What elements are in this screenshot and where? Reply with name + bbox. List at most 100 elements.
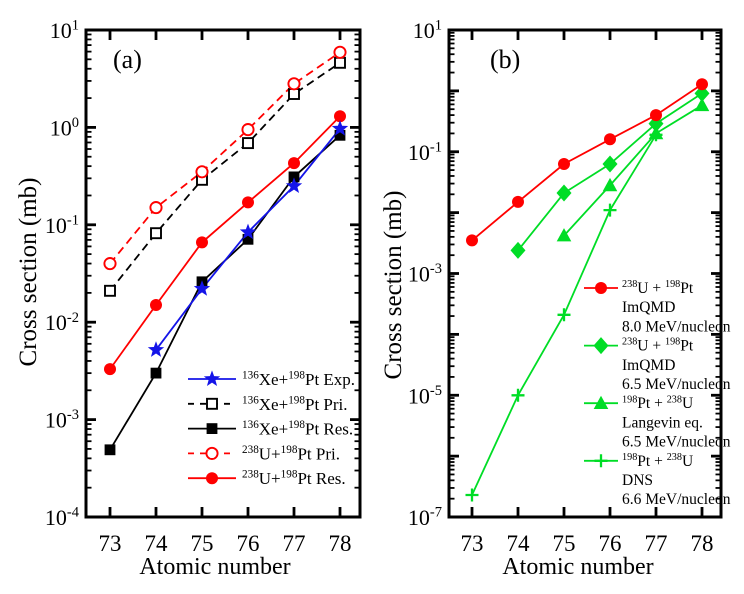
- u238-pt198-imqmd-6.5-marker: [694, 84, 710, 102]
- u238-pt198-imqmd-6.5-markers: [510, 84, 710, 259]
- u238-pt198-pri-marker: [241, 123, 255, 137]
- pt198-u238-langevin-marker: [602, 177, 618, 192]
- xe136-pt198-exp-marker: [193, 280, 211, 296]
- pt198-u238-langevin-line: [563, 104, 703, 237]
- u238-pt198-res-marker: [196, 236, 208, 249]
- u238-pt198-imqmd-8.0-line: [471, 83, 703, 242]
- panel-a-y-tick-label: 10-3: [45, 407, 79, 432]
- panel-b-xlabel: Atomic number: [502, 554, 653, 580]
- u238-pt198-imqmd-6.5-legend-label: 6.5 MeV/nucleon: [622, 376, 731, 393]
- xe136-pt198-pri-marker: [288, 88, 300, 100]
- u238-pt198-imqmd-8.0-marker: [558, 158, 570, 170]
- u238-pt198-imqmd-6.5-legend-label: ImQMD: [622, 357, 675, 374]
- xe136-pt198-pri-marker: [150, 227, 162, 240]
- xe136-pt198-res-legend-marker: [206, 423, 218, 434]
- u238-pt198-res-marker: [150, 299, 162, 311]
- panel-b-y-tick-label: 10-5: [408, 383, 442, 408]
- u238-pt198-imqmd-8.0-marker: [650, 109, 662, 122]
- pt198-u238-langevin-marker: [694, 97, 710, 112]
- panel-b-x-tick-label: 75: [553, 531, 576, 556]
- xe136-pt198-exp-marker: [331, 120, 349, 136]
- xe136-pt198-res-marker: [104, 444, 116, 456]
- pt198-u238-dns-marker: [465, 488, 479, 502]
- u238-pt198-pri-line: [109, 51, 341, 265]
- panel-b-y-tick-label: 10-1: [408, 139, 442, 164]
- u238-pt198-imqmd-8.0-legend-label: 238U + 198Pt: [622, 279, 694, 297]
- pt198-u238-langevin-marker: [648, 125, 664, 140]
- xe136-pt198-exp-legend-marker: [203, 370, 221, 386]
- panel-a-y-tick-label: 10-4: [45, 505, 80, 530]
- pt198-u238-dns-legend-marker: [594, 454, 608, 468]
- panel-b-x-tick-label: 73: [461, 531, 484, 556]
- u238-pt198-imqmd-8.0-legend-marker: [595, 282, 607, 294]
- u238-pt198-pri-markers: [103, 45, 347, 271]
- xe136-pt198-res-marker: [334, 129, 346, 141]
- panel-a-xlabel: Atomic number: [139, 554, 290, 580]
- xe136-pt198-pri-legend-label: 136Xe+198Pt Pri.: [242, 394, 348, 414]
- u238-pt198-imqmd-6.5-marker: [510, 241, 526, 259]
- u238-pt198-res-marker: [334, 110, 346, 123]
- xe136-pt198-exp-marker: [285, 177, 303, 193]
- panel-a-y-tick-label: 10-2: [45, 310, 79, 335]
- panel-a-x-tick-label: 76: [237, 531, 260, 556]
- panel-a-y-ticks: [86, 28, 360, 519]
- panel-b-ylabel: Cross section (mb): [380, 191, 407, 380]
- u238-pt198-imqmd-8.0-marker: [696, 78, 708, 91]
- panel-b-y-tick-label: 10-3: [408, 261, 442, 286]
- panel-b-x-ticks: [470, 30, 704, 517]
- u238-pt198-imqmd-8.0-marker: [466, 234, 478, 247]
- xe136-pt198-pri-line: [109, 62, 341, 292]
- u238-pt198-res-line: [109, 115, 341, 370]
- u238-pt198-res-marker: [288, 157, 300, 170]
- xe136-pt198-res-marker: [242, 233, 254, 245]
- xe136-pt198-exp-legend-label: 136Xe+198Pt Exp.: [242, 370, 355, 390]
- xe136-pt198-pri-legend-marker: [206, 397, 218, 410]
- panel-a-x-tick-label: 78: [329, 531, 352, 556]
- xe136-pt198-exp-marker: [239, 223, 257, 240]
- u238-pt198-imqmd-6.5-legend-marker: [593, 337, 609, 355]
- panel-b-y-tick-label: 10-7: [408, 505, 442, 530]
- panel-a-x-tick-label: 73: [99, 531, 122, 556]
- panel-b-legend: 238U + 198Pt ImQMD 8.0 MeV/nucleon 238U + 1…: [584, 279, 731, 508]
- xe136-pt198-res-marker: [150, 367, 162, 379]
- u238-pt198-imqmd-8.0-legend-label: ImQMD: [622, 299, 675, 316]
- pt198-u238-langevin-legend-label: 6.5 MeV/nucleon: [622, 434, 731, 451]
- u238-pt198-imqmd-8.0-markers: [466, 78, 708, 247]
- u238-pt198-imqmd-8.0-marker: [512, 195, 524, 208]
- panel-b-x-tick-label: 74: [507, 531, 531, 556]
- xe136-pt198-pri-marker: [104, 284, 116, 297]
- pt198-u238-dns-marker: [603, 203, 617, 217]
- u238-pt198-pri-marker: [149, 201, 163, 215]
- panel-a-frame: [84, 28, 362, 519]
- pt198-u238-dns-marker: [511, 388, 525, 402]
- panel-a-legend: 136Xe+198Pt Exp. 136Xe+198Pt Pri. 136Xe+19…: [188, 370, 355, 489]
- u238-pt198-imqmd-6.5-legend-label: 238U + 198Pt: [622, 337, 694, 355]
- u238-pt198-res-marker: [242, 196, 254, 209]
- panel-a-ylabel: Cross section (mb): [15, 178, 42, 367]
- panel-a-x-tick-label: 77: [283, 531, 306, 556]
- u238-pt198-imqmd-8.0-legend-label: 8.0 MeV/nucleon: [622, 318, 731, 335]
- pt198-u238-dns-legend-label: DNS: [622, 472, 653, 489]
- u238-pt198-pri-legend-marker: [205, 446, 219, 460]
- panel-a-x-tick-label: 74: [145, 531, 169, 556]
- panel-b-x-tick-label: 76: [599, 531, 622, 556]
- pt198-u238-dns-legend-label: 6.6 MeV/nucleon: [622, 491, 731, 508]
- panel-b-y-tick-label: 101: [413, 18, 442, 43]
- u238-pt198-res-legend-label: 238U+198Pt Res.: [242, 469, 346, 489]
- panel-a-y-tick-label: 100: [50, 115, 79, 140]
- pt198-u238-langevin-markers: [556, 97, 710, 242]
- u238-pt198-pri-marker: [333, 45, 347, 59]
- panel-a-y-tick-label: 101: [50, 18, 79, 43]
- u238-pt198-pri-marker: [195, 165, 209, 179]
- u238-pt198-res-legend-marker: [206, 472, 218, 485]
- xe136-pt198-pri-marker: [334, 56, 346, 69]
- xe136-pt198-res-legend-label: 136Xe+198Pt Res.: [242, 419, 353, 439]
- u238-pt198-pri-marker: [287, 77, 301, 91]
- u238-pt198-res-markers: [104, 110, 346, 376]
- u238-pt198-pri-legend-label: 238U+198Pt Pri.: [242, 444, 340, 464]
- pt198-u238-dns-marker: [557, 308, 571, 322]
- panel-a: 73 74 75 76 77 78 10-4 10-3 10-2 10-1 100 101 (a) Ato…: [15, 18, 362, 580]
- xe136-pt198-exp-marker: [147, 341, 165, 357]
